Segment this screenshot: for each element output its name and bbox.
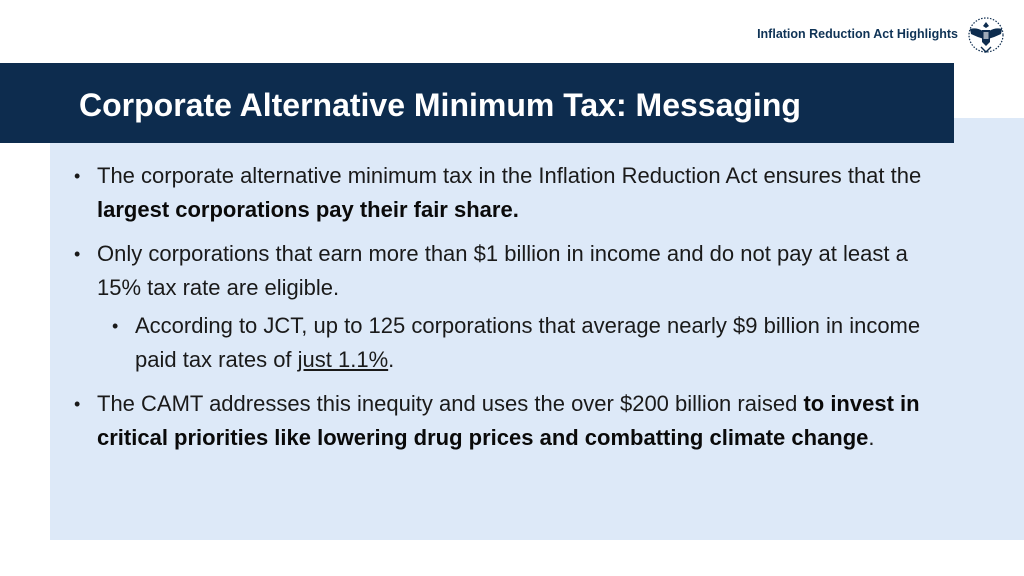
bullet-text: Only corporations that earn more than $1… <box>97 241 908 300</box>
bullet-text-end: . <box>868 425 875 450</box>
bullet-bold-text: to invest in critical priorities like lo… <box>97 391 920 450</box>
bullet-bold-text: largest corporations pay their fair shar… <box>97 197 519 222</box>
bullet-text: The corporate alternative minimum tax in… <box>97 163 922 188</box>
bullet-item: • The CAMT addresses this inequity and u… <box>73 387 943 455</box>
top-label: Inflation Reduction Act Highlights <box>757 27 958 41</box>
eagle-seal-icon <box>968 17 1004 53</box>
sub-bullet-item: • According to JCT, up to 125 corporatio… <box>111 309 943 377</box>
bullet-text-end: . <box>388 347 395 372</box>
bullet-list: • The corporate alternative minimum tax … <box>73 159 943 465</box>
bullet-dot: • <box>74 166 81 186</box>
underlined-stat: just 1.1% <box>297 347 389 372</box>
bullet-item: • The corporate alternative minimum tax … <box>73 159 943 227</box>
title-bar <box>0 63 954 143</box>
bullet-text: According to JCT, up to 125 corporations… <box>135 313 921 372</box>
bullet-dot: • <box>112 316 119 336</box>
bullet-dot: • <box>74 244 81 264</box>
content-panel <box>50 118 1024 540</box>
bullet-text: The CAMT addresses this inequity and use… <box>97 391 804 416</box>
bullet-item: • Only corporations that earn more than … <box>73 237 943 305</box>
page-title: Corporate Alternative Minimum Tax: Messa… <box>79 87 801 123</box>
bullet-dot: • <box>74 394 81 414</box>
